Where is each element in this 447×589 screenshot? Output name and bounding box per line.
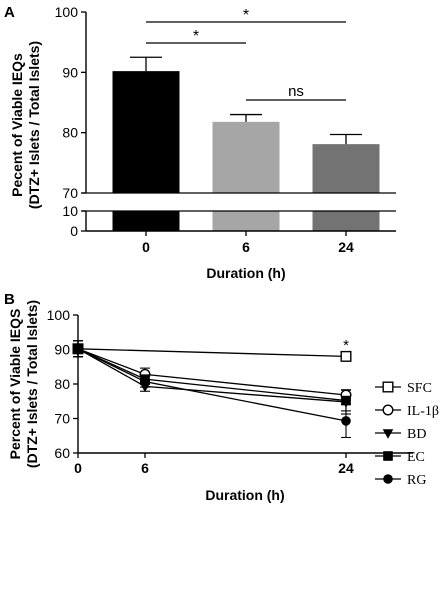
- series-line: [77, 348, 347, 358]
- y-tick-label: 90: [54, 342, 70, 358]
- legend-marker: [383, 451, 393, 461]
- x-tick-label: 0: [74, 460, 82, 476]
- series-line: [77, 348, 347, 422]
- y-axis-title-line1: Percent of Viable IEQS: [7, 309, 23, 460]
- panel-label: A: [4, 4, 15, 21]
- bar-lower: [312, 211, 380, 231]
- x-tick-label: 6: [242, 239, 250, 255]
- legend-label: RG: [407, 473, 426, 488]
- significance-label: *: [343, 337, 349, 354]
- y-tick-label: 70: [54, 411, 70, 427]
- data-point: [341, 416, 351, 426]
- legend-label: SFC: [407, 381, 432, 396]
- legend-label: BD: [407, 427, 426, 442]
- x-tick-label: 24: [338, 460, 354, 476]
- legend-marker: [383, 474, 393, 484]
- bar-upper: [112, 71, 180, 193]
- y-tick-label: 60: [54, 445, 70, 461]
- y-tick-label: 100: [47, 307, 71, 323]
- data-point: [140, 376, 150, 387]
- x-tick-label: 24: [338, 239, 354, 255]
- y-tick-label: 100: [55, 4, 79, 20]
- bar-lower: [212, 211, 280, 231]
- data-point: [341, 395, 351, 406]
- y-axis-title-line2: (DTZ+ Islets / Total Islets): [26, 41, 42, 209]
- series-line: [77, 348, 347, 402]
- y-axis-title-line1: Pecent of Viable IEQs: [9, 53, 25, 197]
- panel-b: B 60 70 80 90 100 0 6 24 Duration (h) Percent of V…: [4, 291, 439, 503]
- x-axis-title: Duration (h): [206, 265, 285, 281]
- legend-marker: [382, 381, 394, 393]
- x-tick-label: 0: [142, 239, 150, 255]
- y-tick-label: 90: [62, 64, 78, 80]
- legend-marker: [382, 404, 394, 416]
- bar-upper: [312, 144, 380, 193]
- bar-lower: [112, 211, 180, 231]
- x-tick-label: 6: [141, 460, 149, 476]
- legend-label: EC: [407, 450, 425, 465]
- y-tick-label: 10: [62, 203, 78, 219]
- significance-label: ns: [288, 83, 304, 100]
- significance-label: *: [193, 28, 199, 45]
- panel-label: B: [4, 291, 15, 308]
- data-point: [340, 350, 352, 362]
- y-axis-title-line2: (DTZ+ Islets / Total Islets): [24, 300, 40, 468]
- bar-upper: [212, 121, 280, 193]
- y-tick-label: 0: [70, 223, 78, 239]
- y-tick-label: 70: [62, 185, 78, 201]
- y-tick-label: 80: [54, 376, 70, 392]
- series-line: [77, 348, 347, 403]
- data-point: [73, 344, 83, 354]
- y-tick-label: 80: [62, 125, 78, 141]
- x-axis-title: Duration (h): [205, 487, 284, 503]
- legend-label: IL-1β: [407, 404, 439, 419]
- legend-marker: [382, 429, 394, 439]
- significance-label: *: [243, 7, 249, 24]
